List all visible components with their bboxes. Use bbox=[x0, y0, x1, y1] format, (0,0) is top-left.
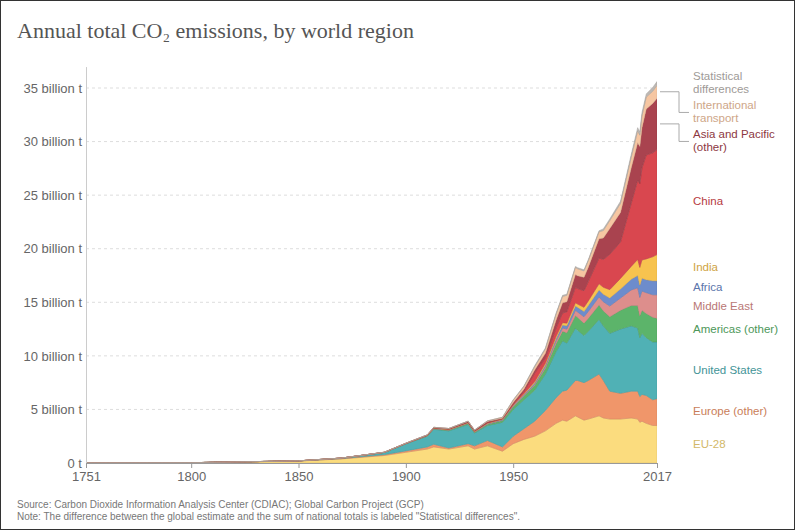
legend-label-line: China bbox=[693, 195, 724, 207]
legend-label-line: Middle East bbox=[693, 300, 754, 312]
tick: 1800 bbox=[177, 463, 206, 484]
tick: 35 billion t bbox=[23, 81, 86, 96]
tick-label: 20 billion t bbox=[23, 241, 82, 256]
legend-label: EU-28 bbox=[693, 438, 726, 450]
tick: 5 billion t bbox=[31, 402, 86, 417]
x-axis: 1751 1800 1850 1900 1950 2017 bbox=[72, 463, 672, 484]
tick-label: 5 billion t bbox=[31, 402, 83, 417]
tick-label: 1850 bbox=[285, 469, 314, 484]
tick: 2017 bbox=[643, 463, 672, 484]
leader-line bbox=[660, 92, 689, 113]
tick: 15 billion t bbox=[23, 295, 86, 310]
tick-label: 10 billion t bbox=[23, 349, 82, 364]
note: Note: The difference between the global … bbox=[17, 511, 520, 522]
legend-label-line: differences bbox=[693, 83, 749, 95]
legend-label: Africa bbox=[693, 281, 723, 293]
tick: 1751 bbox=[72, 463, 101, 484]
tick-label: 25 billion t bbox=[23, 188, 82, 203]
tick-mark bbox=[657, 463, 658, 468]
tick-label: 15 billion t bbox=[23, 295, 82, 310]
legend-label: Americas (other) bbox=[693, 323, 778, 335]
tick: 20 billion t bbox=[23, 241, 86, 256]
tick-mark bbox=[406, 463, 407, 468]
leader-line bbox=[660, 124, 689, 142]
tick: 30 billion t bbox=[23, 134, 86, 149]
area bbox=[86, 305, 657, 463]
legend-label-line: Africa bbox=[693, 281, 723, 293]
legend-label: Internationaltransport bbox=[693, 99, 756, 124]
legend-label: Asia and Pacific(other) bbox=[693, 128, 775, 153]
legend-label: Middle East bbox=[693, 300, 754, 312]
area bbox=[86, 319, 657, 462]
legend-label-line: (other) bbox=[693, 141, 727, 153]
tick: 1850 bbox=[285, 463, 314, 484]
tick-mark bbox=[299, 463, 300, 468]
area bbox=[86, 82, 657, 463]
area bbox=[86, 150, 657, 463]
grid-line bbox=[86, 248, 657, 249]
tick: 1950 bbox=[499, 463, 528, 484]
source: Source: Carbon Dioxide Information Analy… bbox=[17, 499, 424, 510]
tick-mark bbox=[86, 463, 87, 468]
areas bbox=[86, 82, 657, 463]
axis-line bbox=[87, 463, 658, 464]
tick-mark bbox=[513, 463, 514, 468]
grid-line bbox=[86, 195, 657, 196]
legend-label-line: India bbox=[693, 261, 719, 273]
grid bbox=[86, 88, 657, 463]
legend-label-line: Europe (other) bbox=[693, 405, 767, 417]
tick-label: 35 billion t bbox=[23, 81, 82, 96]
tick-label: 1751 bbox=[72, 469, 101, 484]
legend: EU-28 Europe (other) United States Americas… bbox=[660, 70, 778, 449]
legend-label-line: transport bbox=[693, 112, 739, 124]
legend-label-line: EU-28 bbox=[693, 438, 726, 450]
legend-label: Statisticaldifferences bbox=[693, 70, 749, 95]
legend-label: United States bbox=[693, 364, 762, 376]
legend-label-line: International bbox=[693, 99, 756, 111]
tick-label: 30 billion t bbox=[23, 134, 82, 149]
grid-line bbox=[86, 88, 657, 89]
tick: 25 billion t bbox=[23, 188, 86, 203]
area bbox=[86, 85, 657, 463]
axis-line bbox=[86, 67, 87, 463]
legend-label-line: United States bbox=[693, 364, 762, 376]
title: Annual total CO₂ emissions, by world reg… bbox=[17, 18, 414, 43]
tick-label: 1950 bbox=[499, 469, 528, 484]
frame bbox=[1, 1, 795, 530]
tick-mark bbox=[191, 463, 192, 468]
tick-label: 2017 bbox=[643, 469, 672, 484]
legend-label-line: Asia and Pacific bbox=[693, 128, 775, 140]
tick-label: 1800 bbox=[177, 469, 206, 484]
chart: Annual total CO₂ emissions, by world reg… bbox=[0, 0, 795, 530]
tick-label: 1900 bbox=[392, 469, 421, 484]
tick: 10 billion t bbox=[23, 349, 86, 364]
legend-label-line: Statistical bbox=[693, 70, 742, 82]
legend-label: India bbox=[693, 261, 719, 273]
grid-line bbox=[86, 141, 657, 142]
tick: 1900 bbox=[392, 463, 421, 484]
legend-label-line: Americas (other) bbox=[693, 323, 778, 335]
y-axis: 0 t5 billion t10 billion t15 billion t20… bbox=[23, 67, 86, 471]
legend-label: China bbox=[693, 195, 724, 207]
area bbox=[86, 374, 657, 463]
legend-label: Europe (other) bbox=[693, 405, 767, 417]
